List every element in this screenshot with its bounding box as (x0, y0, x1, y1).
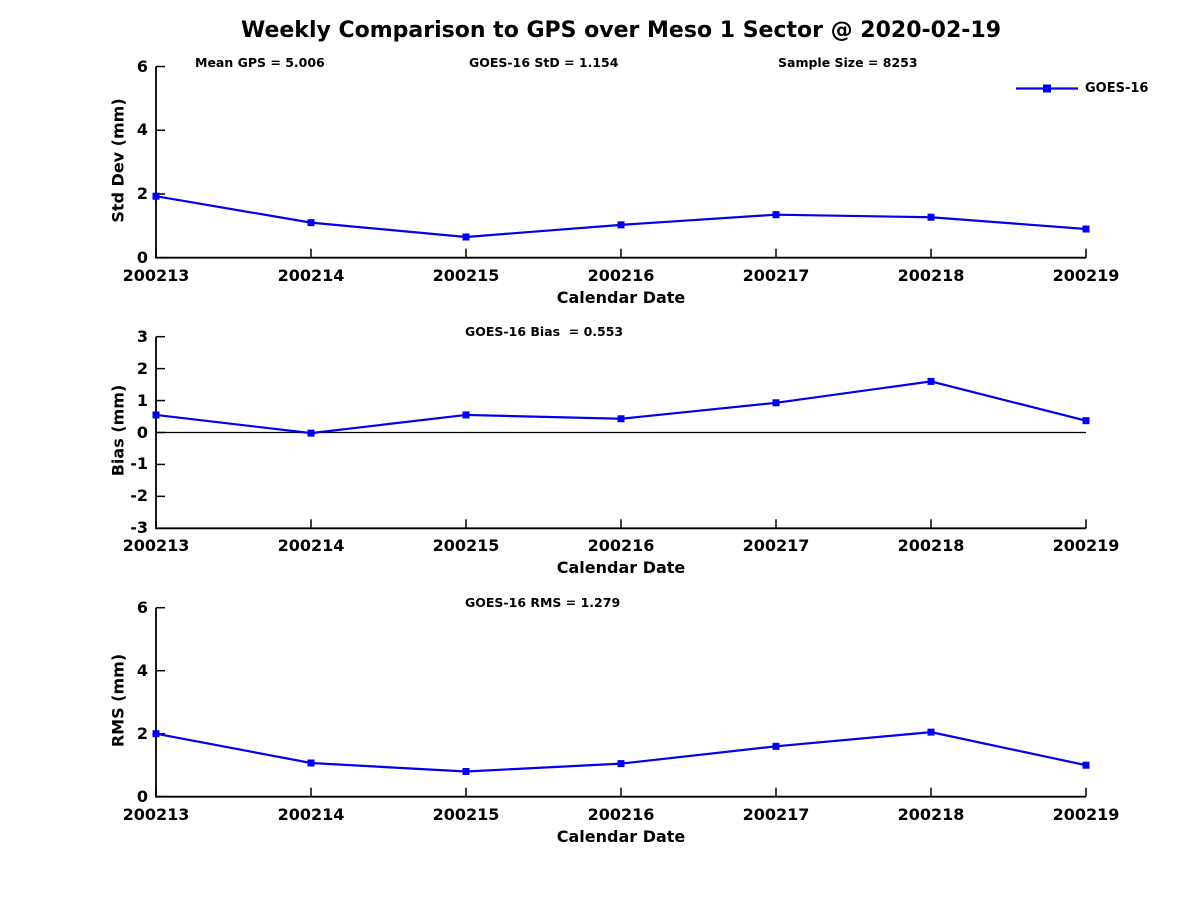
data-point-marker (617, 221, 625, 229)
data-point-marker (617, 760, 625, 768)
legend-label: GOES-16 (1085, 81, 1149, 96)
x-tick-label: 200214 (277, 265, 345, 285)
y-tick-label: 0 (136, 786, 148, 806)
x-tick-label: 200217 (742, 265, 810, 285)
goes16-line (155, 195, 1087, 239)
x-tick-label: 200219 (1052, 804, 1120, 824)
bias-x-axis-label: Calendar Date (556, 558, 686, 577)
x-tick-label: 200215 (432, 536, 500, 556)
data-point-marker (1082, 417, 1090, 425)
y-tick-label: 6 (136, 56, 148, 76)
axis-lines (155, 66, 1086, 259)
data-point-marker (927, 377, 935, 385)
y-tick-label: 6 (136, 597, 148, 617)
data-point-marker (152, 192, 160, 200)
data-point-marker (1082, 225, 1090, 233)
y-tick-label: -2 (130, 486, 148, 506)
mean-gps-annotation: Mean GPS = 5.006 (195, 55, 325, 70)
data-point-marker (927, 213, 935, 221)
y-tick-label: 2 (136, 358, 148, 378)
goes16-line (155, 380, 1087, 435)
legend-marker-sample (1043, 84, 1051, 93)
data-point-marker (462, 233, 470, 241)
x-tick-label: 200215 (432, 804, 500, 824)
x-tick-label: 200216 (587, 265, 655, 285)
x-tick-label: 200218 (897, 804, 965, 824)
x-tick-label: 200216 (587, 536, 655, 556)
y-tick-label: 1 (136, 390, 148, 410)
x-tick-label: 200217 (742, 804, 810, 824)
data-point-marker (307, 219, 315, 227)
data-point-marker (772, 211, 780, 219)
axis-lines (155, 607, 1086, 798)
goes16-rms-annotation: GOES-16 RMS = 1.279 (465, 595, 621, 610)
stddev-y-axis-label: Std Dev (mm) (108, 98, 128, 223)
figure-title: Weekly Comparison to GPS over Meso 1 Sec… (240, 18, 1002, 43)
y-tick-label: -1 (130, 454, 148, 474)
x-tick-label: 200218 (897, 536, 965, 556)
data-point-marker (152, 730, 160, 738)
x-tick-label: 200215 (432, 265, 500, 285)
data-point-marker (1082, 761, 1090, 769)
rms-y-axis-label: RMS (mm) (108, 653, 128, 748)
data-point-marker (307, 429, 315, 437)
data-point-marker (462, 411, 470, 419)
y-tick-label: -3 (130, 518, 148, 538)
x-tick-label: 200217 (742, 536, 810, 556)
x-tick-label: 200214 (277, 804, 345, 824)
y-tick-label: 0 (136, 247, 148, 267)
data-point-marker (927, 728, 935, 736)
x-tick-label: 200219 (1052, 536, 1120, 556)
x-tick-label: 200213 (122, 265, 190, 285)
goes16-std-annotation: GOES-16 StD = 1.154 (469, 55, 619, 70)
y-tick-label: 4 (136, 120, 148, 140)
data-point-marker (307, 759, 315, 767)
x-tick-label: 200213 (122, 804, 190, 824)
sample-size-annotation: Sample Size = 8253 (778, 55, 918, 70)
data-point-marker (462, 768, 470, 775)
y-tick-label: 3 (136, 326, 148, 346)
data-point-marker (772, 742, 780, 750)
y-tick-label: 4 (136, 660, 148, 680)
rms-x-axis-label: Calendar Date (556, 827, 686, 846)
data-point-marker (617, 415, 625, 423)
y-tick-label: 2 (136, 183, 148, 203)
data-point-marker (152, 411, 160, 419)
x-tick-label: 200213 (122, 536, 190, 556)
x-tick-label: 200218 (897, 265, 965, 285)
y-tick-label: 2 (136, 723, 148, 743)
x-tick-label: 200219 (1052, 265, 1120, 285)
y-tick-label: 0 (136, 422, 148, 442)
x-tick-label: 200216 (587, 804, 655, 824)
data-point-marker (772, 399, 780, 407)
stddev-x-axis-label: Calendar Date (556, 288, 686, 307)
x-tick-label: 200214 (277, 536, 345, 556)
goes16-bias-annotation: GOES-16 Bias = 0.553 (465, 324, 624, 339)
